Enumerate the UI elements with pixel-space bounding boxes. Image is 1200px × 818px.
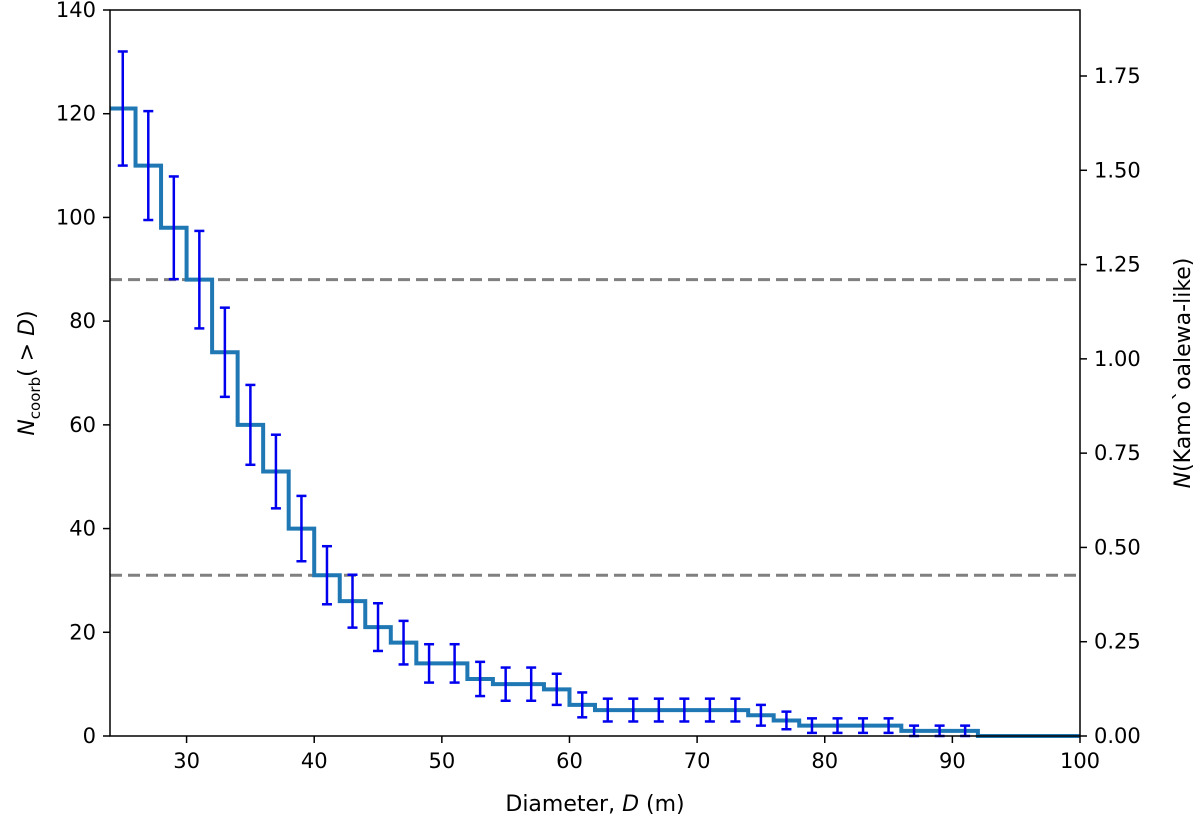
error-bar [143, 109, 154, 222]
x-tick-label: 50 [428, 749, 455, 773]
y-left-tick-label: 40 [69, 517, 96, 541]
error-bar [373, 601, 384, 653]
x-tick-label: 90 [939, 749, 966, 773]
y-right-tick-label: 1.25 [1094, 253, 1141, 277]
error-bar [653, 697, 664, 723]
error-bar [398, 619, 409, 666]
y-right-tick-label: 1.00 [1094, 347, 1141, 371]
error-bar [270, 433, 281, 510]
y-left-tick-label: 80 [69, 309, 96, 333]
error-bar [321, 544, 332, 606]
error-bar [602, 697, 613, 723]
x-tick-label: 40 [301, 749, 328, 773]
y-left-tick-label: 120 [56, 102, 96, 126]
error-bar [704, 697, 715, 723]
error-bar [475, 660, 486, 698]
y-right-tick-label: 0.25 [1094, 630, 1141, 654]
error-bar [806, 717, 817, 735]
y-left-tick-label: 140 [56, 0, 96, 22]
error-bar [245, 383, 256, 467]
error-bar [730, 697, 741, 723]
error-bar [832, 717, 843, 735]
x-tick-label: 30 [173, 749, 200, 773]
right-y-axis-label: N(Kamo`oalewa-like) [1171, 258, 1196, 489]
y-left-tick-label: 100 [56, 205, 96, 229]
x-tick-label: 80 [811, 749, 838, 773]
right-y-axis: 0.00 0.25 0.50 0.75 1.00 1.25 1.50 1.75 [1080, 64, 1141, 748]
error-bar [296, 494, 307, 563]
error-bar [858, 717, 869, 735]
plot-layer [110, 50, 1080, 738]
error-bar [883, 717, 894, 735]
step-series-line [110, 106, 1080, 738]
x-axis: 30 40 50 60 70 80 90 100 [173, 736, 1100, 773]
error-bar [755, 703, 766, 727]
error-bar [219, 306, 230, 399]
error-bar [194, 229, 205, 330]
error-bar [500, 666, 511, 702]
x-tick-label: 100 [1060, 749, 1100, 773]
error-bar [117, 50, 128, 167]
y-left-tick-label: 20 [69, 620, 96, 644]
y-right-tick-label: 1.75 [1094, 64, 1141, 88]
plot-frame [109, 9, 1081, 737]
error-bar [628, 697, 639, 723]
error-bar [781, 710, 792, 731]
error-bar [577, 691, 588, 719]
y-right-tick-label: 0.50 [1094, 535, 1141, 559]
y-left-tick-label: 0 [83, 724, 96, 748]
error-bar [679, 697, 690, 723]
error-bar [526, 666, 537, 702]
error-bar [168, 175, 179, 281]
left-y-axis: 0 20 40 60 80 100 120 140 [56, 0, 110, 748]
y-left-tick-label: 60 [69, 413, 96, 437]
error-bar [347, 573, 358, 629]
x-tick-label: 60 [556, 749, 583, 773]
error-bar [449, 642, 460, 684]
y-right-tick-label: 0.00 [1094, 724, 1141, 748]
y-right-tick-label: 1.50 [1094, 158, 1141, 182]
error-bar [551, 672, 562, 707]
x-tick-label: 70 [684, 749, 711, 773]
error-bar [424, 642, 435, 684]
left-y-axis-label: Ncoorb( > D) [15, 310, 44, 435]
y-right-tick-label: 0.75 [1094, 441, 1141, 465]
x-axis-label: Diameter, D (m) [505, 792, 684, 817]
